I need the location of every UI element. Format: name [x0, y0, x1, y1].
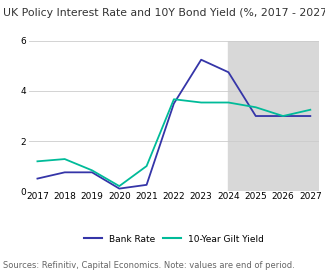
Legend: Bank Rate, 10-Year Gilt Yield: Bank Rate, 10-Year Gilt Yield — [84, 235, 264, 244]
Bar — [228, 41, 324, 191]
Text: UK Policy Interest Rate and 10Y Bond Yield (%, 2017 - 2027): UK Policy Interest Rate and 10Y Bond Yie… — [3, 8, 325, 18]
Text: Sources: Refinitiv, Capital Economics. Note: values are end of period.: Sources: Refinitiv, Capital Economics. N… — [3, 261, 295, 270]
